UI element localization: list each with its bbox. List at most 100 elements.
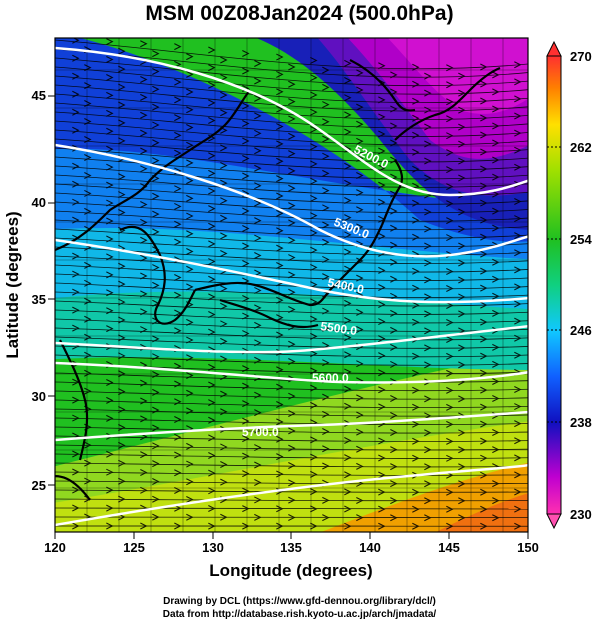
wind-arrow — [242, 242, 250, 250]
streamline — [55, 66, 528, 95]
streamline — [55, 138, 528, 163]
wind-arrow — [276, 105, 284, 113]
height-contours — [55, 46, 528, 527]
x-tick-label: 120 — [44, 540, 66, 555]
wind-arrow — [390, 429, 398, 437]
wind-arrow — [424, 157, 432, 165]
wind-arrow — [446, 200, 454, 208]
wind-arrow — [72, 396, 80, 404]
wind-arrow — [276, 314, 284, 322]
wind-arrow — [356, 206, 364, 214]
wind-arrow — [378, 232, 386, 240]
wind-arrow — [356, 120, 364, 128]
wind-arrow — [492, 173, 500, 181]
wind-arrow — [288, 340, 296, 348]
wind-arrow — [356, 462, 364, 470]
wind-arrow — [356, 411, 364, 419]
wind-arrow — [310, 470, 318, 478]
wind-arrow — [378, 403, 386, 411]
wind-arrow — [480, 403, 488, 411]
wind-arrow — [344, 488, 352, 496]
wind-arrow — [480, 199, 488, 207]
wind-arrow — [72, 162, 80, 170]
wind-arrow — [446, 437, 454, 445]
wind-arrow — [492, 139, 500, 147]
wind-arrow — [446, 386, 454, 394]
wind-arrow — [424, 259, 432, 267]
y-tick-label: 25 — [32, 478, 46, 493]
wind-arrow — [412, 488, 420, 496]
streamline — [55, 111, 528, 137]
wind-arrow — [152, 121, 160, 129]
wind-arrow — [480, 250, 488, 258]
wind-arrow — [310, 108, 318, 116]
wind-arrow — [106, 522, 114, 530]
wind-arrow — [412, 437, 420, 445]
wind-arrow — [208, 487, 216, 495]
wind-arrow — [186, 230, 194, 238]
contour-5300 — [55, 143, 528, 258]
streamline — [55, 435, 528, 442]
streamline — [55, 516, 528, 519]
wind-arrow — [254, 339, 262, 347]
wind-arrow — [118, 370, 126, 378]
wind-arrow — [378, 62, 386, 70]
wind-arrow — [254, 461, 262, 469]
wind-arrow — [322, 66, 330, 74]
wind-arrow — [322, 152, 330, 160]
wind-arrow — [412, 352, 420, 360]
wind-arrow — [186, 212, 194, 220]
wind-arrow — [480, 352, 488, 360]
wind-arrow — [208, 452, 216, 460]
wind-arrow — [424, 327, 432, 335]
wind-arrow — [106, 145, 114, 153]
wind-arrow — [322, 187, 330, 195]
wind-arrow — [344, 111, 352, 119]
wind-arrow — [276, 88, 284, 96]
streamline — [55, 228, 528, 248]
streamline — [55, 84, 528, 112]
wind-arrow — [276, 262, 284, 270]
wind-arrow — [208, 275, 216, 283]
wind-arrow — [242, 260, 250, 268]
streamline — [55, 300, 528, 315]
streamline — [55, 147, 528, 171]
wind-arrow — [242, 137, 250, 145]
wind-arrow — [344, 385, 352, 393]
wind-arrow — [186, 478, 194, 486]
wind-arrow — [514, 283, 522, 291]
y-tick-label: 35 — [32, 292, 46, 307]
wind-arrow — [140, 218, 148, 226]
wind-arrow — [412, 301, 420, 309]
wind-arrow — [106, 504, 114, 512]
wind-arrow — [322, 410, 330, 418]
wind-arrow — [288, 254, 296, 262]
wind-arrow — [458, 72, 466, 80]
wind-arrow — [220, 408, 228, 416]
streamline — [55, 318, 528, 332]
wind-arrow — [390, 463, 398, 471]
wind-arrow — [480, 80, 488, 88]
wind-arrow — [140, 308, 148, 316]
wind-arrow — [288, 63, 296, 71]
wind-arrow — [106, 486, 114, 494]
wind-arrow — [186, 194, 194, 202]
wind-arrow — [254, 217, 262, 225]
wind-arrow — [72, 90, 80, 98]
wind-arrow — [378, 198, 386, 206]
streamline — [55, 192, 528, 214]
wind-arrow — [390, 395, 398, 402]
wind-arrow — [254, 252, 262, 260]
wind-arrow — [186, 247, 194, 255]
streamline — [55, 165, 528, 188]
wind-arrow — [106, 289, 114, 297]
wind-arrow — [480, 522, 488, 530]
wind-arrow — [390, 514, 398, 522]
streamline — [55, 372, 528, 383]
wind-arrow — [242, 452, 250, 460]
wind-arrow — [492, 480, 500, 488]
wind-arrow — [310, 91, 318, 99]
wind-arrow — [174, 309, 182, 317]
wind-arrow — [186, 371, 194, 379]
wind-arrow — [322, 496, 330, 504]
